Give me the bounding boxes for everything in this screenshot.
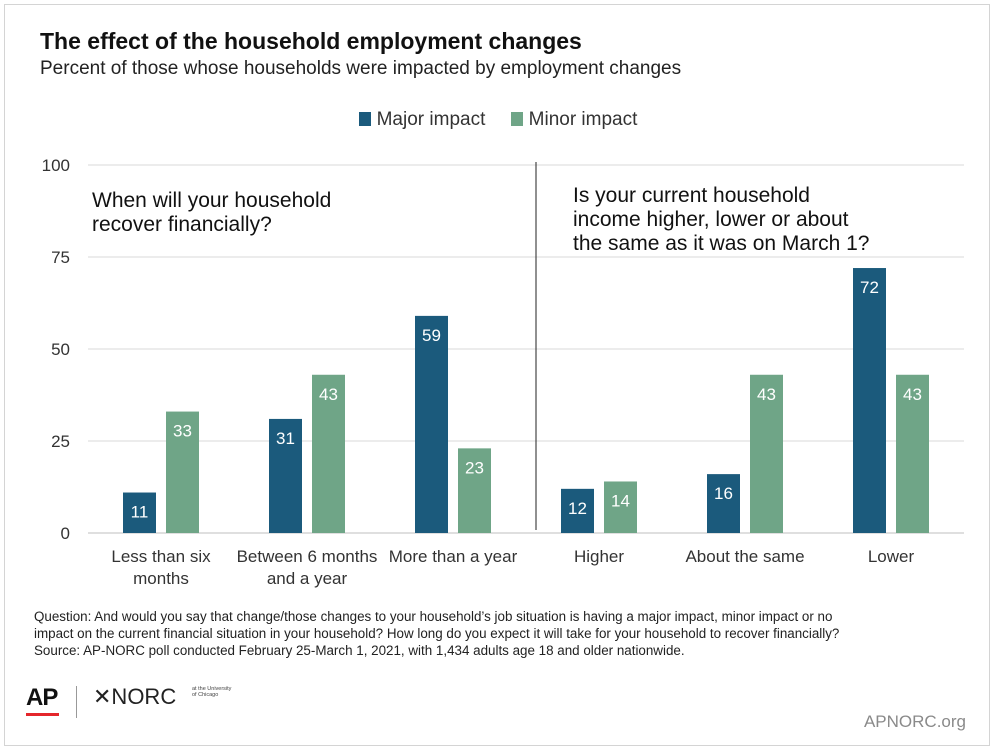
data-label-minor: 14 [611,491,630,510]
legend-label-major: Major impact [376,109,486,130]
bar-chart: 0 25 50 75 100 When will your householdrecove… [42,156,964,588]
y-tick-label: 75 [51,248,70,267]
legend: Major impact Minor impact [0,109,996,131]
category-label: months [133,569,189,588]
data-label-major: 72 [860,278,879,297]
bar-major [853,268,886,533]
data-label-minor: 23 [465,458,484,477]
category-label: Less than six [111,547,211,566]
chart-subtitle: Percent of those whose households were i… [40,58,682,79]
bar-major [269,418,302,533]
bar-minor [750,374,783,533]
data-label-minor: 33 [173,422,192,441]
legend-swatch-major [358,112,371,126]
norc-logo-subtext: at the University of Chicago [192,686,232,698]
chart-frame [4,4,990,746]
legend-item-major: Major impact [358,109,486,131]
bar-minor [458,448,491,533]
data-label-major: 59 [422,326,441,345]
panel-question-right: income higher, lower or about [573,208,849,231]
chart-notes: Question: And would you say that change/… [34,608,964,659]
category-label: Higher [574,547,624,566]
data-label-major: 11 [131,503,149,522]
website-link[interactable]: APNORC.org [863,712,966,731]
data-label-minor: 43 [757,385,776,404]
bar-minor [312,374,345,533]
ap-logo: AP [26,684,58,711]
category-label: More than a year [389,547,518,566]
panel-question-right: Is your current household [573,184,810,207]
panel-question-left: recover financially? [92,213,272,236]
bar-major [415,315,448,533]
logo-divider [76,686,77,718]
source-note: Source: AP-NORC poll conducted February … [34,643,685,658]
panel-question-right: the same as it was on March 1? [573,232,869,255]
question-note-line-1: Question: And would you say that change/… [34,609,833,624]
data-label-minor: 43 [903,385,922,404]
bar-minor [896,374,929,533]
legend-item-minor: Minor impact [510,109,638,131]
bar-major [561,488,594,533]
panel-question-left: When will your household [92,189,331,212]
bar-major [707,474,740,533]
question-note-line-2: impact on the current financial situatio… [34,626,840,641]
category-label: About the same [685,547,804,566]
data-label-minor: 43 [319,385,338,404]
norc-logo: ✕NORC [93,684,177,709]
y-tick-label: 25 [51,432,70,451]
y-tick-label: 50 [51,340,70,359]
y-tick-label: 100 [42,156,70,175]
chart-title: The effect of the household employment c… [40,28,582,54]
bar-minor [604,481,637,533]
data-label-major: 31 [276,429,295,448]
legend-label-minor: Minor impact [528,109,638,130]
category-label: Lower [868,547,915,566]
data-label-major: 12 [568,499,587,518]
category-label: Between 6 months [237,547,378,566]
category-label: and a year [267,569,348,588]
data-label-major: 16 [714,484,733,503]
y-tick-label: 0 [61,524,70,543]
ap-logo-underline [26,713,59,716]
bar-minor [166,411,199,533]
legend-swatch-minor [510,112,523,126]
bar-major [123,492,156,533]
